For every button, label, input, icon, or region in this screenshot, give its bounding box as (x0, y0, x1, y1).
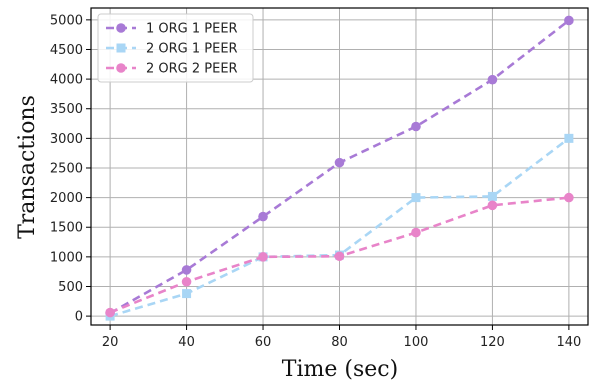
legend-marker (116, 43, 126, 53)
legend-label: 1 ORG 1 PEER (146, 22, 238, 37)
y-tick-label: 2000 (50, 191, 83, 206)
y-tick-label: 4500 (50, 43, 83, 58)
grid (91, 8, 588, 325)
data-point (487, 191, 497, 201)
legend-item: 2 ORG 2 PEER (106, 62, 238, 77)
x-tick-label: 40 (178, 335, 195, 350)
y-tick-label: 3500 (50, 102, 83, 117)
x-tick-label: 100 (404, 335, 429, 350)
y-tick-label: 500 (58, 280, 83, 295)
y-tick-label: 3000 (50, 132, 83, 147)
x-tick-label: 120 (480, 335, 505, 350)
series-group (105, 15, 574, 321)
data-point (105, 307, 115, 318)
legend-item: 2 ORG 1 PEER (106, 42, 238, 57)
y-tick-label: 4000 (50, 73, 83, 88)
data-point (258, 252, 268, 262)
x-axis-title: Time (sec) (282, 357, 398, 382)
data-point (487, 74, 498, 85)
y-axis-title: Transactions (15, 95, 40, 239)
y-ticks: 0 500 1000 1500 2000 2500 3000 3500 4000 4500 5000 (50, 13, 91, 325)
data-point (411, 227, 421, 238)
data-point (564, 133, 574, 143)
y-tick-label: 1500 (50, 221, 83, 236)
legend-item: 1 ORG 1 PEER (106, 22, 238, 37)
x-tick-label: 60 (255, 335, 272, 350)
data-point (181, 265, 192, 275)
legend-marker (116, 63, 126, 73)
x-tick-label: 20 (102, 335, 119, 350)
series-3 (105, 192, 574, 318)
data-point (182, 289, 192, 299)
data-point (487, 200, 498, 211)
data-point (564, 15, 574, 26)
x-tick-label: 80 (331, 335, 348, 350)
legend: 1 ORG 1 PEER 2 ORG 1 PEER 2 ORG 2 PEER (97, 13, 254, 83)
legend-label: 2 ORG 1 PEER (146, 42, 238, 57)
data-point (564, 192, 574, 203)
data-point (181, 276, 192, 287)
data-point (258, 211, 268, 222)
data-point (411, 193, 421, 203)
y-tick-label: 5000 (50, 13, 83, 28)
y-tick-label: 0 (75, 310, 83, 325)
x-tick-label: 140 (556, 335, 581, 350)
y-tick-label: 1000 (50, 250, 83, 265)
y-tick-label: 2500 (50, 161, 83, 176)
legend-label: 2 ORG 2 PEER (146, 62, 238, 77)
legend-marker (116, 23, 126, 33)
x-ticks: 20 40 60 80 100 120 140 (102, 325, 581, 350)
data-point (334, 251, 345, 262)
legend-box (97, 13, 254, 83)
data-point (334, 157, 345, 168)
data-point (411, 121, 421, 132)
